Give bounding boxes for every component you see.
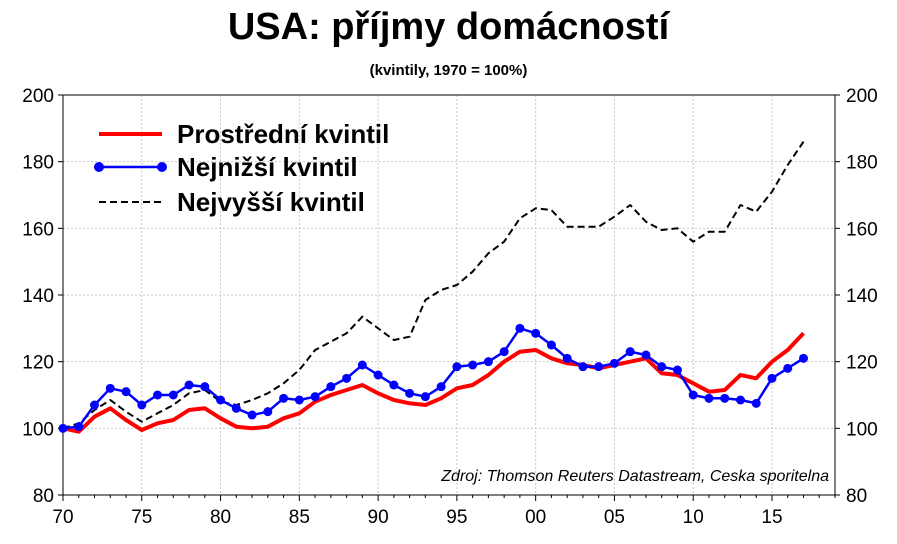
data-point [153, 390, 163, 400]
data-point [688, 390, 698, 400]
data-point [357, 360, 367, 370]
data-point [263, 407, 273, 417]
data-point [90, 400, 100, 410]
data-point [420, 392, 430, 402]
data-point [436, 382, 446, 392]
x-tick-label: 70 [52, 507, 73, 528]
data-point [200, 382, 210, 392]
data-point [105, 383, 115, 393]
x-tick-label: 05 [604, 507, 625, 528]
data-point [483, 357, 493, 367]
legend-label: Nejvyšší kvintil [177, 187, 365, 217]
data-point [310, 392, 320, 402]
legend-label: Nejnižší kvintil [177, 152, 358, 182]
right-y-axis: 80 100 120 140 160 180 200 [835, 86, 878, 507]
y-tick-label-left: 180 [22, 153, 54, 174]
y-tick-label-left: 100 [22, 419, 54, 440]
left-y-axis: 80 100 120 140 160 180 200 [22, 86, 63, 507]
data-point [578, 362, 588, 372]
data-point [342, 373, 352, 383]
data-point [499, 347, 509, 357]
series-prostredni-kvintil-line [62, 331, 805, 434]
data-point [751, 398, 761, 408]
data-point [657, 362, 667, 372]
data-point [767, 373, 777, 383]
y-tick-label-right: 180 [846, 153, 878, 174]
data-point [326, 382, 336, 392]
series-nejvyssi-kvintil-line [62, 141, 805, 430]
chart-subtitle: (kvintily, 1970 = 100%) [369, 62, 528, 79]
data-point [294, 395, 304, 405]
x-axis: 70 75 80 85 90 95 00 05 10 15 [52, 495, 836, 528]
legend-label: Prostřední kvintil [177, 119, 389, 149]
data-point [672, 365, 682, 375]
x-tick-label: 85 [289, 507, 310, 528]
x-tick-label: 15 [761, 507, 782, 528]
data-point [468, 360, 478, 370]
series-nejnizsi-kvintil-line [62, 327, 805, 430]
legend-marker [94, 162, 104, 172]
series-layer [58, 141, 808, 434]
data-point [798, 353, 808, 363]
y-tick-label-right: 160 [846, 219, 878, 240]
data-point [231, 403, 241, 413]
data-point [452, 362, 462, 372]
data-point [184, 380, 194, 390]
data-point [279, 393, 289, 403]
data-point [625, 347, 635, 357]
x-tick-label: 75 [131, 507, 152, 528]
x-tick-label: 80 [210, 507, 231, 528]
data-point [783, 363, 793, 373]
grid-lines [63, 95, 835, 495]
data-point [641, 350, 651, 360]
x-tick-label: 10 [683, 507, 704, 528]
data-point [704, 393, 714, 403]
x-tick-label: 00 [525, 507, 546, 528]
data-point [735, 395, 745, 405]
data-point [405, 388, 415, 398]
data-point [216, 395, 226, 405]
data-point [389, 380, 399, 390]
x-tick-label: 90 [368, 507, 389, 528]
y-tick-label-right: 120 [846, 353, 878, 374]
data-point [247, 410, 257, 420]
y-tick-label-left: 120 [22, 353, 54, 374]
y-tick-label-right: 200 [846, 86, 878, 107]
source-note: Zdroj: Thomson Reuters Datastream, Ceska… [440, 468, 829, 485]
y-tick-label-left: 160 [22, 219, 54, 240]
y-tick-label-right: 80 [846, 486, 867, 507]
data-point [720, 393, 730, 403]
data-point [609, 358, 619, 368]
y-tick-label-left: 140 [22, 286, 54, 307]
y-tick-label-left: 80 [33, 486, 54, 507]
data-point [121, 387, 131, 397]
y-tick-label-right: 140 [846, 286, 878, 307]
data-point [373, 370, 383, 380]
legend-marker [157, 162, 167, 172]
data-point [74, 422, 84, 432]
x-tick-label: 95 [446, 507, 467, 528]
data-point [546, 340, 556, 350]
y-tick-label-left: 200 [22, 86, 54, 107]
data-point [58, 423, 68, 433]
data-point [515, 323, 525, 333]
data-point [137, 400, 147, 410]
data-point [594, 362, 604, 372]
data-point [168, 390, 178, 400]
data-point [531, 328, 541, 338]
chart-title: USA: příjmy domácností [227, 6, 670, 48]
data-point [562, 353, 572, 363]
y-tick-label-right: 100 [846, 419, 878, 440]
